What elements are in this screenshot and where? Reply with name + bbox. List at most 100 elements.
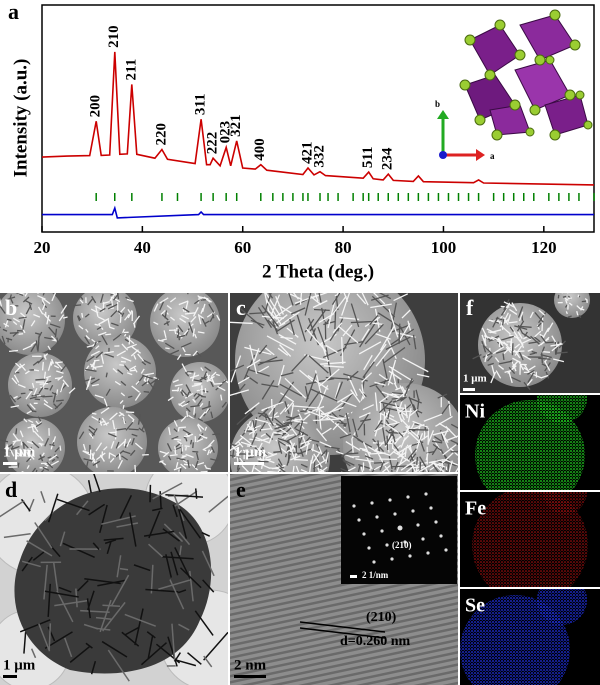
petal	[53, 365, 60, 369]
petal	[499, 360, 513, 365]
petal	[101, 334, 108, 346]
petal	[410, 463, 416, 472]
petal	[291, 354, 308, 372]
nanosheet	[147, 634, 154, 659]
petal	[320, 466, 328, 472]
petal	[40, 296, 51, 305]
petal	[166, 304, 172, 310]
petal	[8, 443, 13, 448]
diffraction-spot	[385, 543, 389, 547]
petal	[489, 329, 502, 334]
petal	[296, 314, 307, 342]
petal	[318, 446, 326, 462]
petal	[447, 464, 450, 472]
nanosheet	[26, 540, 53, 557]
petal	[196, 388, 204, 392]
petal	[251, 463, 256, 472]
nanosheet	[194, 610, 214, 636]
petal	[261, 304, 279, 328]
petal	[248, 424, 262, 431]
petal	[204, 464, 208, 469]
petal	[359, 321, 377, 348]
nanosheet	[103, 537, 124, 541]
nanosheet	[47, 493, 59, 523]
petal	[520, 338, 532, 345]
petal	[385, 423, 399, 433]
nanosheet	[174, 490, 198, 507]
diffraction-spot	[411, 509, 415, 513]
petal	[541, 363, 548, 368]
diffraction-spot	[352, 504, 356, 508]
petal	[416, 398, 420, 412]
nanosheet	[143, 530, 175, 537]
petal	[308, 294, 322, 306]
element-map	[472, 492, 588, 587]
petal	[305, 377, 335, 385]
petal	[167, 396, 174, 402]
petal	[299, 423, 305, 430]
petal	[197, 314, 202, 325]
petal	[116, 427, 127, 431]
petal	[384, 465, 390, 472]
diffraction-spot	[388, 498, 392, 502]
petal	[382, 403, 387, 417]
nanosheet	[163, 523, 184, 543]
petal	[517, 331, 523, 340]
petal	[541, 374, 549, 379]
petal	[42, 377, 49, 388]
petal	[105, 333, 112, 336]
scale-bar-label: 1 μm	[234, 444, 267, 460]
petal	[93, 359, 100, 362]
petal	[185, 433, 190, 437]
petal	[302, 413, 311, 422]
petal	[412, 334, 417, 350]
petal	[185, 384, 192, 394]
nanosheet	[69, 646, 90, 663]
petal	[408, 396, 417, 412]
petal	[88, 425, 96, 431]
petal	[392, 406, 405, 410]
petal	[335, 381, 343, 399]
petal	[512, 350, 525, 353]
diffraction-spot	[397, 525, 403, 531]
petal	[320, 427, 332, 436]
petal	[143, 390, 150, 393]
nanosheet	[47, 626, 56, 642]
element-map	[537, 589, 587, 625]
petal	[195, 351, 202, 358]
peak-label: 211	[123, 59, 139, 81]
scale-bar	[463, 388, 475, 391]
petal	[171, 435, 179, 440]
petal	[565, 311, 568, 315]
petal	[242, 449, 250, 453]
petal	[386, 421, 400, 426]
petal	[389, 439, 399, 452]
petal	[114, 380, 121, 386]
petal	[176, 354, 182, 361]
petal	[323, 365, 344, 368]
petal	[94, 305, 103, 311]
petal	[345, 413, 351, 433]
diffraction-spot	[439, 534, 443, 538]
petal	[85, 335, 91, 340]
nanosheet	[99, 504, 108, 533]
nanosheet	[203, 631, 228, 661]
nanosheet	[194, 488, 198, 499]
petal	[33, 313, 41, 318]
element-map	[460, 595, 570, 685]
diffraction-spot	[444, 548, 448, 552]
petal	[393, 382, 399, 390]
petal	[375, 347, 392, 367]
element-label: Se	[465, 595, 485, 617]
petal	[129, 449, 136, 457]
petal	[561, 293, 564, 294]
petal	[31, 440, 40, 449]
petal	[140, 368, 145, 374]
petal	[189, 374, 200, 379]
petal	[62, 379, 70, 388]
nanosheet	[177, 589, 187, 594]
petal	[264, 293, 270, 311]
petal	[141, 381, 148, 387]
diffraction-spot	[403, 540, 407, 544]
petal	[30, 446, 33, 454]
